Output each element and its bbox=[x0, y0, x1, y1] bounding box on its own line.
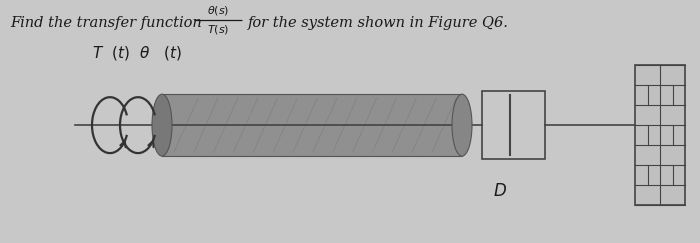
Bar bbox=[162, 94, 462, 156]
Bar bbox=[482, 91, 545, 159]
Ellipse shape bbox=[152, 94, 172, 156]
Text: for the system shown in Figure Q6.: for the system shown in Figure Q6. bbox=[248, 16, 509, 30]
Text: Find the transfer function: Find the transfer function bbox=[10, 16, 202, 30]
Text: $T(s)$: $T(s)$ bbox=[206, 23, 229, 36]
Text: $\theta(s)$: $\theta(s)$ bbox=[206, 4, 229, 17]
Bar bbox=[635, 65, 685, 205]
Ellipse shape bbox=[452, 94, 472, 156]
Text: $D$: $D$ bbox=[493, 182, 507, 200]
Text: $T\ \ (t)\ \ \theta\ \ \ (t)$: $T\ \ (t)\ \ \theta\ \ \ (t)$ bbox=[92, 44, 182, 62]
